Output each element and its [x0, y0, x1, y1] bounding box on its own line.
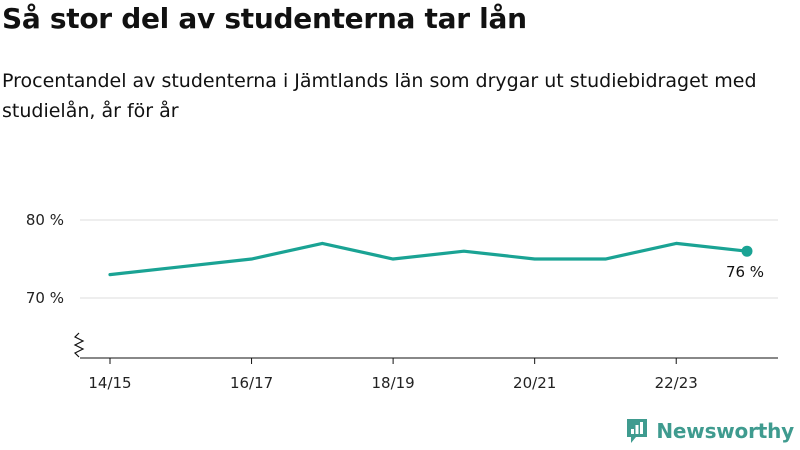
- x-axis-ticks: 14/15 16/17 18/19 20/21 22/23: [88, 358, 698, 392]
- end-value-label: 76 %: [726, 263, 764, 281]
- brand-name: Newsworthy: [656, 419, 794, 443]
- y-tick-label: 70 %: [26, 289, 64, 307]
- chart-title: Så stor del av studenterna tar lån: [2, 2, 527, 35]
- x-axis: [73, 332, 778, 359]
- y-tick-label: 80 %: [26, 211, 64, 229]
- x-tick-label: 16/17: [230, 374, 273, 392]
- newsworthy-logo-icon: [627, 419, 648, 443]
- x-tick-label: 20/21: [513, 374, 556, 392]
- gridlines: [80, 219, 778, 299]
- x-tick-label: 14/15: [88, 374, 131, 392]
- axis-break-icon: [73, 332, 85, 358]
- series-studielan: 76 %: [108, 241, 764, 281]
- data-point: [741, 245, 753, 257]
- chart-subtitle: Procentandel av studenterna i Jämtlands …: [2, 70, 757, 122]
- y-axis-ticks: 70 % 80 %: [26, 211, 64, 307]
- brand-logo: Newsworthy: [625, 417, 794, 445]
- series-line: [108, 241, 749, 277]
- x-tick-label: 22/23: [655, 374, 698, 392]
- x-tick-label: 18/19: [371, 374, 414, 392]
